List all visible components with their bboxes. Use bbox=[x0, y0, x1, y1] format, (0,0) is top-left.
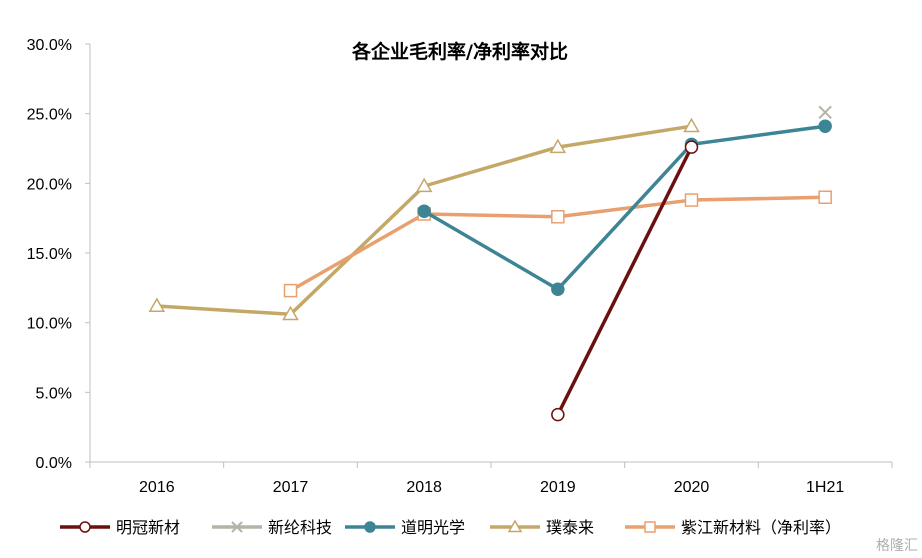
axes: 0.0% 5.0% 10.0% 15.0% 20.0% 25.0% 30.0% 2016 201… bbox=[27, 37, 893, 496]
data-point bbox=[551, 407, 565, 422]
y-tick-label: 5.0% bbox=[36, 385, 72, 402]
data-point bbox=[148, 297, 166, 312]
series-line bbox=[423, 124, 826, 291]
data-point bbox=[549, 138, 567, 154]
legend-label: 璞泰来 bbox=[546, 518, 594, 537]
legend-item: 道明光学 bbox=[345, 518, 465, 537]
x-tick-label: 2020 bbox=[674, 479, 710, 496]
x-tick-label: 1H21 bbox=[806, 479, 844, 496]
legend-label: 明冠新材 bbox=[116, 518, 180, 537]
x-tick-label: 2017 bbox=[273, 479, 309, 496]
data-point bbox=[417, 204, 431, 218]
legend-label: 道明光学 bbox=[401, 518, 465, 537]
data-point bbox=[551, 210, 565, 224]
chart-title: 各企业毛利率/净利率对比 bbox=[351, 40, 568, 63]
series-layer bbox=[148, 105, 832, 422]
y-tick-label: 25.0% bbox=[27, 107, 72, 124]
data-point bbox=[818, 105, 832, 119]
x-tick-label: 2016 bbox=[139, 479, 175, 496]
series-4 bbox=[283, 190, 832, 298]
series-line bbox=[556, 146, 694, 416]
watermark: 格隆汇 bbox=[876, 538, 918, 554]
legend-item: 新纶科技 bbox=[212, 518, 332, 537]
data-point bbox=[551, 282, 565, 296]
series-3 bbox=[148, 117, 700, 321]
y-tick-label: 0.0% bbox=[36, 455, 72, 472]
legend-item: 明冠新材 bbox=[60, 518, 180, 537]
x-marker-stroke bbox=[231, 521, 243, 533]
data-point bbox=[415, 177, 433, 193]
data-point bbox=[644, 521, 656, 533]
y-tick-label: 15.0% bbox=[27, 246, 72, 263]
data-point bbox=[79, 521, 91, 533]
legend: 明冠新材 新纶科技 道明光学 璞泰来 紫江新材料（净利率） bbox=[60, 518, 841, 537]
data-point bbox=[683, 117, 700, 133]
data-point bbox=[364, 521, 376, 533]
x-tick-label: 2019 bbox=[540, 479, 576, 496]
data-point bbox=[231, 521, 243, 533]
data-point bbox=[818, 119, 832, 133]
data-point bbox=[684, 193, 699, 207]
legend-label: 新纶科技 bbox=[268, 518, 332, 537]
series-1 bbox=[818, 105, 832, 119]
data-point bbox=[507, 519, 523, 533]
y-tick-label: 30.0% bbox=[27, 37, 72, 54]
series-0 bbox=[551, 140, 699, 422]
y-tick-label: 20.0% bbox=[27, 176, 72, 193]
legend-item: 璞泰来 bbox=[490, 518, 594, 537]
x-marker-stroke bbox=[818, 105, 832, 119]
data-point bbox=[818, 190, 832, 205]
legend-label: 紫江新材料（净利率） bbox=[681, 518, 841, 537]
data-point bbox=[684, 140, 699, 154]
y-tick-label: 10.0% bbox=[27, 316, 72, 333]
legend-item: 紫江新材料（净利率） bbox=[625, 518, 841, 537]
x-tick-label: 2018 bbox=[406, 479, 442, 496]
data-point bbox=[283, 283, 298, 298]
data-point bbox=[282, 305, 299, 321]
